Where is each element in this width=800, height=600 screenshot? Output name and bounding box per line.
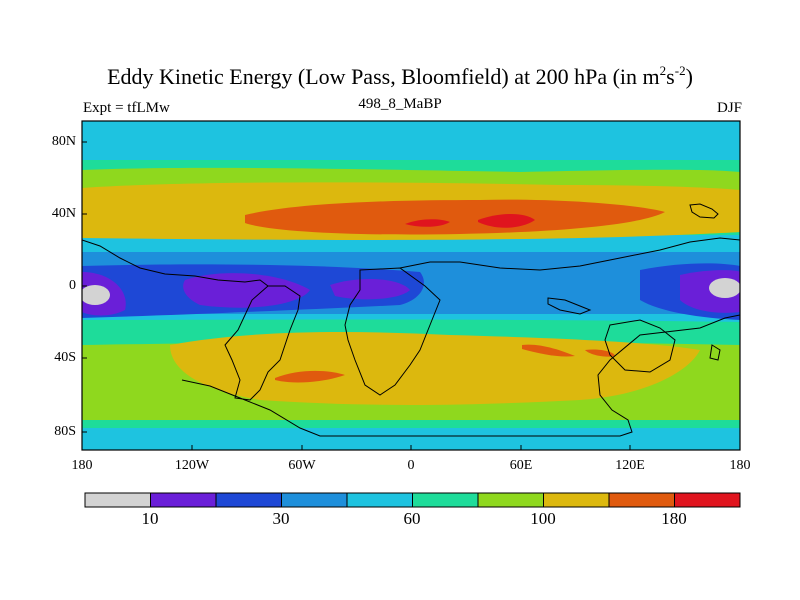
lat-tick-0: 0 [69, 278, 76, 293]
lon-tick-180e: 180 [729, 458, 751, 473]
colorbar-label-100: 100 [530, 509, 556, 528]
equatorial-minimum-east [709, 278, 740, 298]
lat-tick-40n: 40N [51, 206, 76, 221]
contour-field [82, 121, 740, 450]
coastline-eurasia [399, 237, 740, 271]
south-jet-east-2 [585, 349, 615, 357]
lon-tick-0: 0 [407, 458, 415, 473]
colorbar [84, 492, 741, 508]
colorbar-label-10: 10 [141, 509, 159, 528]
plot-title: Eddy Kinetic Energy (Low Pass, Bloomfiel… [107, 63, 693, 89]
coastlines [82, 203, 740, 437]
lon-tick-60e: 60E [509, 458, 533, 473]
lon-tick-120e: 120E [615, 458, 645, 473]
coastline-antarctica [181, 314, 740, 437]
jet-north-red-orange [245, 199, 665, 235]
season-label: DJF [716, 100, 742, 116]
coastline-australia [604, 319, 676, 373]
jet-north-core-1 [405, 219, 450, 227]
colorbar-box-5 [412, 492, 479, 508]
equatorial-purple-center [183, 273, 310, 308]
equatorial-purple-east [330, 278, 410, 300]
south-jet-east [522, 344, 575, 357]
lon-tick-60w: 60W [288, 458, 316, 473]
lat-tick-40s: 40S [54, 350, 76, 365]
lon-tick-120w: 120W [174, 458, 210, 473]
lat-tick-80s: 80S [54, 424, 76, 439]
south-orange-band [170, 332, 700, 405]
colorbar-box-1 [150, 492, 217, 508]
colorbar-box-2 [215, 492, 282, 508]
coastline-africa [344, 267, 441, 396]
south-polar-band [82, 428, 740, 450]
colorbar-label-60: 60 [403, 509, 421, 528]
south-jet-west [275, 370, 345, 383]
lon-tick-180w: 180 [71, 458, 93, 473]
colorbar-label-180: 180 [661, 509, 687, 528]
case-label: 498_8_MaBP [358, 96, 442, 112]
colorbar-box-8 [608, 492, 675, 508]
experiment-label: Expt = tfLMw [83, 100, 170, 116]
colorbar-label-30: 30 [272, 509, 290, 528]
jet-north-core-2 [478, 214, 535, 228]
coastline-greenland [689, 203, 719, 219]
lat-tick-80n: 80N [51, 134, 76, 149]
colorbar-box-4 [346, 492, 413, 508]
axis-ticks [82, 141, 631, 450]
coastline-south-america [224, 285, 301, 401]
colorbar-box-0 [84, 492, 151, 508]
coastline-indonesia [547, 297, 592, 315]
coastline-north-america [82, 239, 269, 287]
colorbar-box-9 [674, 492, 741, 508]
coastline-new-zealand [709, 344, 721, 361]
colorbar-box-7 [543, 492, 610, 508]
equatorial-minimum-west [82, 285, 110, 305]
colorbar-box-6 [477, 492, 544, 508]
colorbar-box-3 [281, 492, 348, 508]
